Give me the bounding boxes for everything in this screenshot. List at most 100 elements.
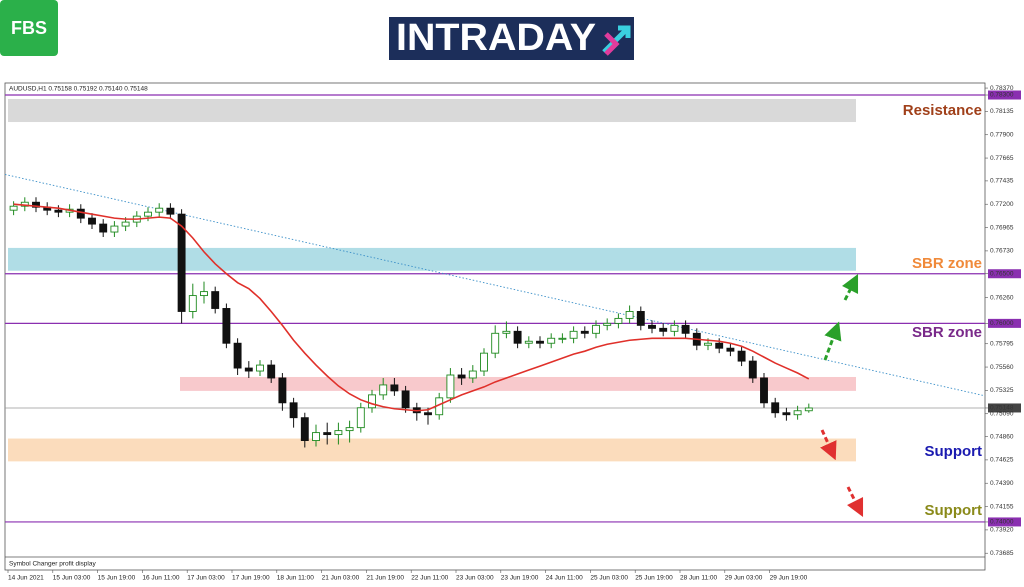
y-tick-label: 0.75090 bbox=[990, 410, 1014, 417]
annotation: SBR zone bbox=[912, 324, 982, 341]
candle-body bbox=[222, 308, 231, 344]
candle-body bbox=[244, 367, 253, 372]
y-tick-label: 0.74155 bbox=[990, 503, 1014, 510]
candle-body bbox=[569, 330, 578, 339]
y-tick-highlight bbox=[988, 318, 1021, 328]
y-tick-label: 0.78300 bbox=[990, 92, 1014, 99]
candle-body bbox=[771, 402, 780, 414]
y-tick-label: 0.74625 bbox=[990, 457, 1014, 464]
x-tick-label: 29 Jun 19:00 bbox=[770, 575, 808, 582]
y-tick-label: 0.76260 bbox=[990, 294, 1014, 301]
candle-body bbox=[760, 377, 768, 404]
candle-body bbox=[99, 223, 108, 233]
candle-body bbox=[558, 337, 567, 340]
candle-body bbox=[468, 370, 477, 379]
annotation: SBR zone bbox=[912, 255, 982, 272]
zone bbox=[180, 376, 856, 391]
candle-body bbox=[267, 364, 276, 379]
y-tick-label: 0.77435 bbox=[990, 178, 1014, 185]
logo-box bbox=[0, 0, 58, 56]
candle-body bbox=[110, 225, 119, 233]
zone bbox=[8, 438, 856, 462]
y-tick-label: 0.74000 bbox=[990, 519, 1014, 526]
candle-body bbox=[636, 311, 645, 326]
y-tick-label: 0.75325 bbox=[990, 387, 1014, 394]
candle-body bbox=[177, 213, 186, 312]
y-tick-label: 0.74860 bbox=[990, 433, 1014, 440]
y-tick-label: 0.76965 bbox=[990, 224, 1014, 231]
candle-body bbox=[312, 432, 320, 441]
y-tick-label: 0.78135 bbox=[990, 108, 1014, 115]
arrow bbox=[841, 273, 859, 301]
candle-body bbox=[502, 330, 511, 334]
x-tick-label: 25 Jun 19:00 bbox=[635, 575, 673, 582]
banner: INTRADAY bbox=[396, 17, 596, 59]
y-tick-label: 0.77200 bbox=[990, 201, 1014, 208]
x-tick-label: 23 Jun 03:00 bbox=[456, 575, 494, 582]
x-tick-label: 28 Jun 11:00 bbox=[680, 575, 717, 582]
candle-body bbox=[166, 207, 175, 215]
candle-body bbox=[121, 221, 130, 227]
zone bbox=[8, 98, 856, 123]
footer-note: Symbol Changer profit display bbox=[9, 561, 96, 568]
candle-body bbox=[748, 360, 757, 379]
x-tick-label: 21 Jun 03:00 bbox=[322, 575, 360, 582]
candle-body bbox=[368, 394, 376, 409]
x-tick-label: 21 Jun 19:00 bbox=[366, 575, 404, 582]
candle-body bbox=[547, 337, 556, 344]
candle-body bbox=[54, 209, 63, 213]
x-tick-label: 15 Jun 19:00 bbox=[98, 575, 136, 582]
candle-body bbox=[9, 205, 18, 211]
candle-body bbox=[681, 324, 690, 334]
candle-body bbox=[256, 364, 264, 372]
candle-body bbox=[200, 291, 208, 297]
y-tick-highlight bbox=[988, 403, 1021, 413]
candle-body bbox=[88, 217, 96, 225]
candle-body bbox=[793, 410, 802, 416]
candle-body bbox=[345, 427, 354, 432]
candle-body bbox=[625, 311, 634, 319]
annotation: Support bbox=[925, 502, 983, 519]
candle-body bbox=[379, 384, 388, 396]
candle-body bbox=[155, 207, 164, 213]
candle-body bbox=[726, 347, 735, 352]
y-tick-label: 0.75148 bbox=[990, 405, 1014, 412]
y-tick-label: 0.78370 bbox=[990, 85, 1014, 92]
banner-box bbox=[389, 17, 634, 60]
x-tick-label: 23 Jun 19:00 bbox=[501, 575, 539, 582]
y-tick-label: 0.75560 bbox=[990, 364, 1014, 371]
candle-body bbox=[737, 350, 746, 362]
y-tick-label: 0.75795 bbox=[990, 340, 1014, 347]
plot-frame bbox=[4, 82, 986, 571]
candle-body bbox=[356, 407, 365, 429]
candle-body bbox=[32, 201, 40, 208]
y-tick-label: 0.76000 bbox=[990, 320, 1014, 327]
arrows bbox=[820, 273, 864, 518]
candle-body bbox=[300, 417, 309, 441]
candle-body bbox=[323, 432, 332, 436]
candle-body bbox=[648, 324, 656, 329]
candle-body bbox=[144, 211, 152, 217]
candle-body bbox=[401, 390, 410, 409]
arrow bbox=[823, 321, 842, 361]
y-tick-highlight bbox=[988, 90, 1021, 100]
y-tick-label: 0.76730 bbox=[990, 248, 1014, 255]
x-tick-label: 18 Jun 11:00 bbox=[277, 575, 314, 582]
y-tick-label: 0.77900 bbox=[990, 131, 1014, 138]
candle-body bbox=[580, 330, 589, 334]
trendline bbox=[4, 174, 986, 397]
candle-body bbox=[513, 330, 522, 344]
x-tick-label: 25 Jun 03:00 bbox=[590, 575, 628, 582]
candle-body bbox=[715, 342, 724, 349]
logo: FBS bbox=[11, 18, 47, 38]
candle-body bbox=[592, 324, 600, 334]
candle-body bbox=[188, 295, 197, 312]
y-tick-label: 0.74390 bbox=[990, 480, 1014, 487]
candle-body bbox=[76, 208, 85, 219]
candle-body bbox=[334, 430, 343, 436]
candle-body bbox=[603, 322, 612, 326]
x-tick-label: 22 Jun 11:00 bbox=[411, 575, 448, 582]
y-tick-label: 0.77665 bbox=[990, 155, 1014, 162]
y-tick-label: 0.73920 bbox=[990, 527, 1014, 534]
